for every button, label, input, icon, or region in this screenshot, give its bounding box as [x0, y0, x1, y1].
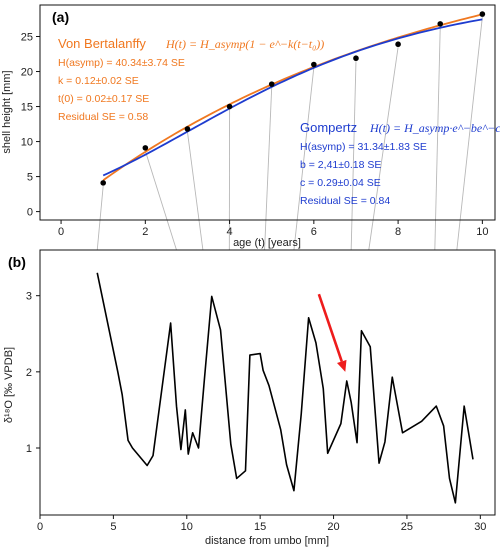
vb-title: Von Bertalanffy — [58, 36, 146, 51]
panel-b-y-tick-label: 3 — [26, 291, 32, 303]
gompertz-annotation: Gompertz H(t) = H_asymp·e^−be^−ct H(asym… — [300, 120, 500, 207]
data-point — [100, 180, 106, 186]
panel-a-y-tick-label: 15 — [21, 102, 33, 114]
vb-param-t0: t(0) = 0.02±0.17 SE — [58, 93, 149, 105]
panel-b-y-ticks: 1 2 3 — [26, 291, 40, 455]
von-bertalanffy-fit-curve — [102, 13, 483, 181]
panel-a-y-tick-label: 0 — [27, 207, 33, 219]
gompertz-title: Gompertz — [300, 120, 357, 135]
data-point — [395, 41, 401, 48]
vb-param-k: k = 0.12±0.02 SE — [58, 75, 139, 87]
data-point — [268, 81, 275, 87]
data-point — [479, 11, 486, 17]
vb-formula: H(t) = H_asymp(1 − e^−k(t−t₀)) — [165, 37, 324, 51]
panel-a-x-tick-label: 2 — [142, 226, 148, 238]
connector-line — [264, 87, 273, 251]
gompertz-param-hasym: H(asymp) = 31.34±1.83 SE — [300, 141, 427, 153]
panel-b-x-tick-label: 30 — [474, 521, 486, 533]
delta18o-series-line — [96, 272, 474, 504]
panel-a-points — [100, 11, 486, 186]
panel-a-plot-frame — [39, 4, 496, 221]
data-point — [353, 55, 359, 62]
connector-line — [350, 61, 357, 251]
connector-line — [187, 131, 204, 251]
panel-b-x-tick-label: 0 — [37, 521, 43, 533]
panel-a-y-tick-label: 25 — [21, 32, 33, 44]
panel-a-fit-curves — [102, 13, 483, 181]
panel-b-plot-frame — [39, 249, 496, 516]
panel-a-y-ticks: 0 5 10 15 20 25 — [21, 32, 40, 219]
panel-a-x-tick-label: 8 — [395, 226, 401, 238]
panel-b-y-tick-label: 2 — [26, 367, 32, 379]
vb-residual: Residual SE = 0.58 — [58, 111, 148, 123]
connector-line — [368, 47, 399, 251]
panel-b-x-tick-label: 10 — [181, 521, 193, 533]
panel-a-x-tick-label: 10 — [476, 226, 488, 238]
panel-a-y-tick-label: 20 — [21, 67, 33, 79]
connector-line — [96, 185, 104, 251]
gompertz-formula: H(t) = H_asymp·e^−be^−ct — [369, 121, 500, 135]
panel-a-label: (a) — [52, 9, 69, 25]
panel-b-label: (b) — [8, 254, 26, 270]
connector-line — [456, 17, 483, 251]
vb-annotation: Von Bertalanffy H(t) = H_asymp(1 − e^−k(… — [58, 36, 324, 123]
panel-b-x-tick-label: 15 — [254, 521, 266, 533]
connector-line — [144, 150, 177, 251]
panel-a-x-tick-label: 0 — [58, 226, 64, 238]
panel-a-y-tick-label: 10 — [21, 137, 33, 149]
connector-lines — [96, 17, 483, 251]
panel-a-x-label: age (t) [years] — [233, 237, 301, 249]
data-point — [311, 61, 317, 68]
data-point — [142, 145, 149, 151]
panel-a-x-ticks: 0 2 4 6 8 10 — [58, 220, 488, 238]
vb-param-hasym: H(asymp) = 40.34±3.74 SE — [58, 57, 185, 69]
gompertz-residual: Residual SE = 0.84 — [300, 195, 390, 207]
panel-b-x-ticks: 0 5 10 15 20 25 30 — [37, 515, 486, 533]
data-point — [226, 103, 233, 110]
red-arrow-shaft — [317, 293, 343, 362]
gompertz-fit-curve — [102, 18, 483, 177]
red-arrow-head — [337, 359, 347, 372]
panel-b-x-tick-label: 25 — [401, 521, 413, 533]
panel-b-annotation — [317, 293, 347, 372]
panel-a-y-label: shell height [mm] — [1, 70, 13, 153]
gompertz-param-b: b = 2,41±0.18 SE — [300, 159, 381, 171]
panel-a-x-tick-label: 4 — [227, 226, 233, 238]
connector-line — [434, 26, 441, 251]
gompertz-param-c: c = 0.29±0.04 SE — [300, 177, 381, 189]
panel-a: 0 2 4 6 8 10 0 5 10 15 20 25 (a) age (t) [years] s… — [1, 4, 500, 249]
panel-b-series — [96, 272, 474, 504]
panel-b-x-label: distance from umbo [mm] — [205, 535, 329, 547]
data-point — [184, 126, 191, 132]
panel-a-y-tick-label: 5 — [27, 172, 33, 184]
panel-b-y-label: δ¹⁸O [‰ VPDB] — [3, 347, 15, 423]
panel-b-y-tick-label: 1 — [26, 443, 32, 455]
data-point — [437, 21, 444, 27]
panel-a-x-tick-label: 6 — [311, 226, 317, 238]
panel-b-x-tick-label: 20 — [327, 521, 339, 533]
panel-b-x-tick-label: 5 — [110, 521, 116, 533]
panel-b: 0 5 10 15 20 25 30 1 2 3 (b) distance from umbo … — [3, 249, 496, 547]
